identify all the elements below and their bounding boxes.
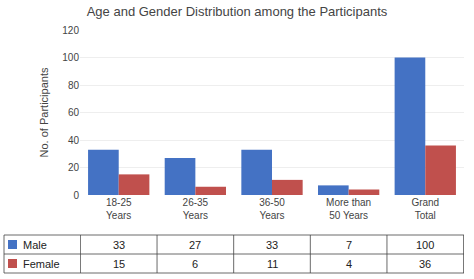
svg-text:11: 11 [267, 258, 278, 270]
svg-text:60: 60 [68, 107, 80, 118]
svg-text:120: 120 [62, 25, 79, 36]
svg-text:6: 6 [192, 258, 198, 270]
svg-text:Age and Gender Distribution am: Age and Gender Distribution among the Pa… [87, 4, 388, 19]
svg-text:7: 7 [346, 239, 352, 251]
svg-text:20: 20 [68, 162, 80, 173]
svg-text:100: 100 [416, 239, 434, 251]
svg-text:0: 0 [73, 190, 79, 201]
svg-text:36-50Years: 36-50Years [259, 197, 285, 221]
svg-text:15: 15 [113, 258, 125, 270]
svg-text:33: 33 [113, 239, 125, 251]
svg-text:18-25Years: 18-25Years [106, 197, 132, 221]
svg-text:Male: Male [23, 239, 47, 251]
svg-text:No. of Participants: No. of Participants [38, 67, 50, 157]
svg-text:More than50 Years: More than50 Years [326, 197, 371, 221]
svg-text:100: 100 [62, 52, 79, 63]
svg-text:26-35Years: 26-35Years [183, 197, 209, 221]
svg-text:4: 4 [346, 258, 352, 270]
svg-text:Female: Female [23, 258, 60, 270]
svg-text:80: 80 [68, 80, 80, 91]
svg-text:33: 33 [266, 239, 278, 251]
svg-text:36: 36 [419, 258, 431, 270]
svg-text:27: 27 [189, 239, 201, 251]
svg-text:GrandTotal: GrandTotal [411, 197, 439, 221]
svg-text:40: 40 [68, 135, 80, 146]
